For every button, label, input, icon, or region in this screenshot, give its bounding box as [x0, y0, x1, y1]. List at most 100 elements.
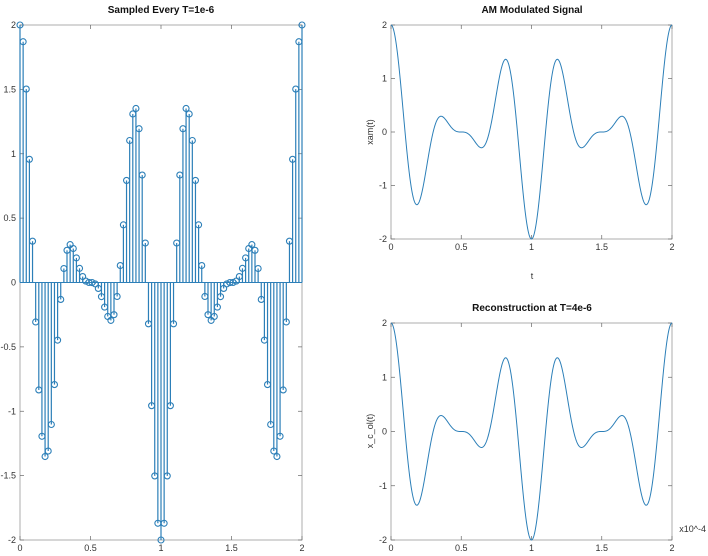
recon-xtick-label: 1 — [529, 543, 534, 553]
recon-xtick-label: 1.5 — [595, 543, 608, 553]
stem-marker — [28, 237, 37, 245]
stem-marker — [298, 21, 306, 29]
am-xtick-label: 1.5 — [595, 242, 608, 252]
stem-marker — [182, 104, 190, 113]
am-ytick-label: 2 — [382, 20, 387, 30]
am-xtick-label: 0 — [388, 242, 393, 252]
recon-xtick-label: 0.5 — [455, 543, 468, 553]
reconstruction-series — [390, 322, 673, 541]
stem-plot-title: Sampled Every T=1e-6 — [108, 5, 215, 16]
stem-ytick-label: 1 — [11, 149, 16, 159]
recon-ytick-label: -1 — [379, 481, 387, 491]
stem-marker — [19, 38, 27, 46]
stem-ytick-label: 2 — [11, 20, 16, 30]
stem-marker — [185, 110, 193, 118]
stem-marker — [50, 381, 59, 389]
stem-ytick-label: -1 — [8, 406, 16, 416]
stem-marker — [226, 279, 234, 287]
am-xtick-label: 0.5 — [455, 242, 468, 252]
recon-xtick-label: 0 — [388, 543, 393, 553]
stem-marker — [110, 311, 118, 319]
stem-marker — [41, 452, 49, 461]
am-signal-panel: AM Modulated Signal 0 0.5 1 1.5 2 -2 -1 0 1 2 t x… — [365, 5, 675, 281]
stem-marker — [169, 320, 178, 328]
stem-marker — [248, 241, 256, 249]
stem-ytick-label: 0 — [11, 278, 16, 288]
am-ytick-label: 1 — [382, 74, 387, 84]
stem-marker — [44, 447, 52, 455]
stem-marker — [57, 295, 65, 303]
stem-marker — [113, 292, 121, 301]
reconstruction-ticks: 0 0.5 1 1.5 2 -2 -1 0 1 2 — [379, 318, 675, 553]
am-signal-ylabel: xam(t) — [365, 119, 375, 145]
stem-marker — [85, 278, 93, 286]
stem-marker — [216, 293, 225, 301]
stem-marker — [160, 519, 168, 527]
stem-marker — [273, 452, 281, 461]
stem-xtick-label: 2 — [299, 543, 304, 553]
stem-marker — [54, 336, 62, 344]
stem-marker — [213, 303, 221, 311]
recon-ytick-label: 2 — [382, 318, 387, 328]
reconstruction-x-exponent: x10^-4 — [679, 524, 706, 534]
recon-ytick-label: -2 — [379, 535, 387, 545]
recon-ytick-label: 0 — [382, 427, 387, 437]
stem-marker — [251, 246, 259, 254]
am-ytick-label: -2 — [379, 234, 387, 244]
stem-marker — [138, 171, 146, 179]
stem-marker — [157, 536, 165, 544]
stem-xtick-label: 1.5 — [225, 543, 238, 553]
stem-marker — [166, 402, 174, 410]
stem-marker — [254, 264, 262, 273]
stem-marker — [195, 221, 203, 229]
stem-ytick-label: -2 — [8, 535, 16, 545]
stem-marker — [210, 312, 218, 321]
stem-plot-panel: Sampled Every T=1e-6 0 0.5 1 1.5 2 -2 -1.5 -1 -0… — [0, 5, 306, 553]
stem-marker — [198, 262, 206, 270]
stem-marker — [69, 244, 77, 253]
stem-ytick-label: 1.5 — [3, 84, 16, 94]
stem-xtick-label: 0 — [17, 543, 22, 553]
am-ytick-label: -1 — [379, 181, 387, 191]
recon-signal-line — [390, 322, 673, 541]
stem-marker — [135, 125, 143, 133]
stem-marker — [47, 420, 55, 429]
am-xtick-label: 2 — [669, 242, 674, 252]
stem-marker — [132, 104, 140, 113]
stem-marker — [25, 155, 33, 163]
reconstruction-panel: Reconstruction at T=4e-6 0 0.5 1 1.5 2 -2 -1 0 1… — [365, 303, 706, 553]
stem-marker — [22, 85, 30, 93]
stem-marker — [188, 136, 196, 145]
stem-marker — [163, 472, 171, 480]
am-ytick-label: 0 — [382, 127, 387, 137]
recon-xtick-label: 2 — [669, 543, 674, 553]
am-signal-axes-box — [390, 24, 673, 240]
am-signal-xlabel: t — [531, 271, 534, 281]
recon-ytick-label: 1 — [382, 372, 387, 382]
am-signal-ticks: 0 0.5 1 1.5 2 -2 -1 0 1 2 — [379, 20, 675, 252]
stem-ytick-label: -0.5 — [0, 342, 16, 352]
reconstruction-ylabel: x_c_ol(t) — [365, 414, 375, 449]
reconstruction-axes-box — [390, 322, 673, 541]
stem-plot-series — [16, 21, 306, 544]
reconstruction-title: Reconstruction at T=4e-6 — [472, 303, 592, 314]
am-signal-series — [390, 24, 673, 240]
am-signal-title: AM Modulated Signal — [481, 5, 582, 16]
stem-ytick-label: 0.5 — [3, 213, 16, 223]
stem-marker — [75, 264, 84, 272]
am-signal-line — [390, 24, 673, 240]
stem-marker — [107, 316, 115, 324]
stem-marker — [141, 239, 149, 247]
am-xtick-label: 1 — [529, 242, 534, 252]
stem-marker — [72, 254, 80, 262]
stem-marker — [191, 176, 200, 184]
stem-xtick-label: 0.5 — [84, 543, 97, 553]
stem-plot-ticks: 0 0.5 1 1.5 2 -2 -1.5 -1 -0.5 0 0.5 1 1.5 2 — [0, 20, 304, 553]
stem-marker — [276, 432, 284, 440]
stem-ytick-label: -1.5 — [0, 471, 16, 481]
stem-xtick-label: 1 — [158, 543, 163, 553]
stem-marker — [279, 386, 287, 394]
stem-marker — [282, 318, 290, 326]
stem-marker — [16, 21, 24, 29]
